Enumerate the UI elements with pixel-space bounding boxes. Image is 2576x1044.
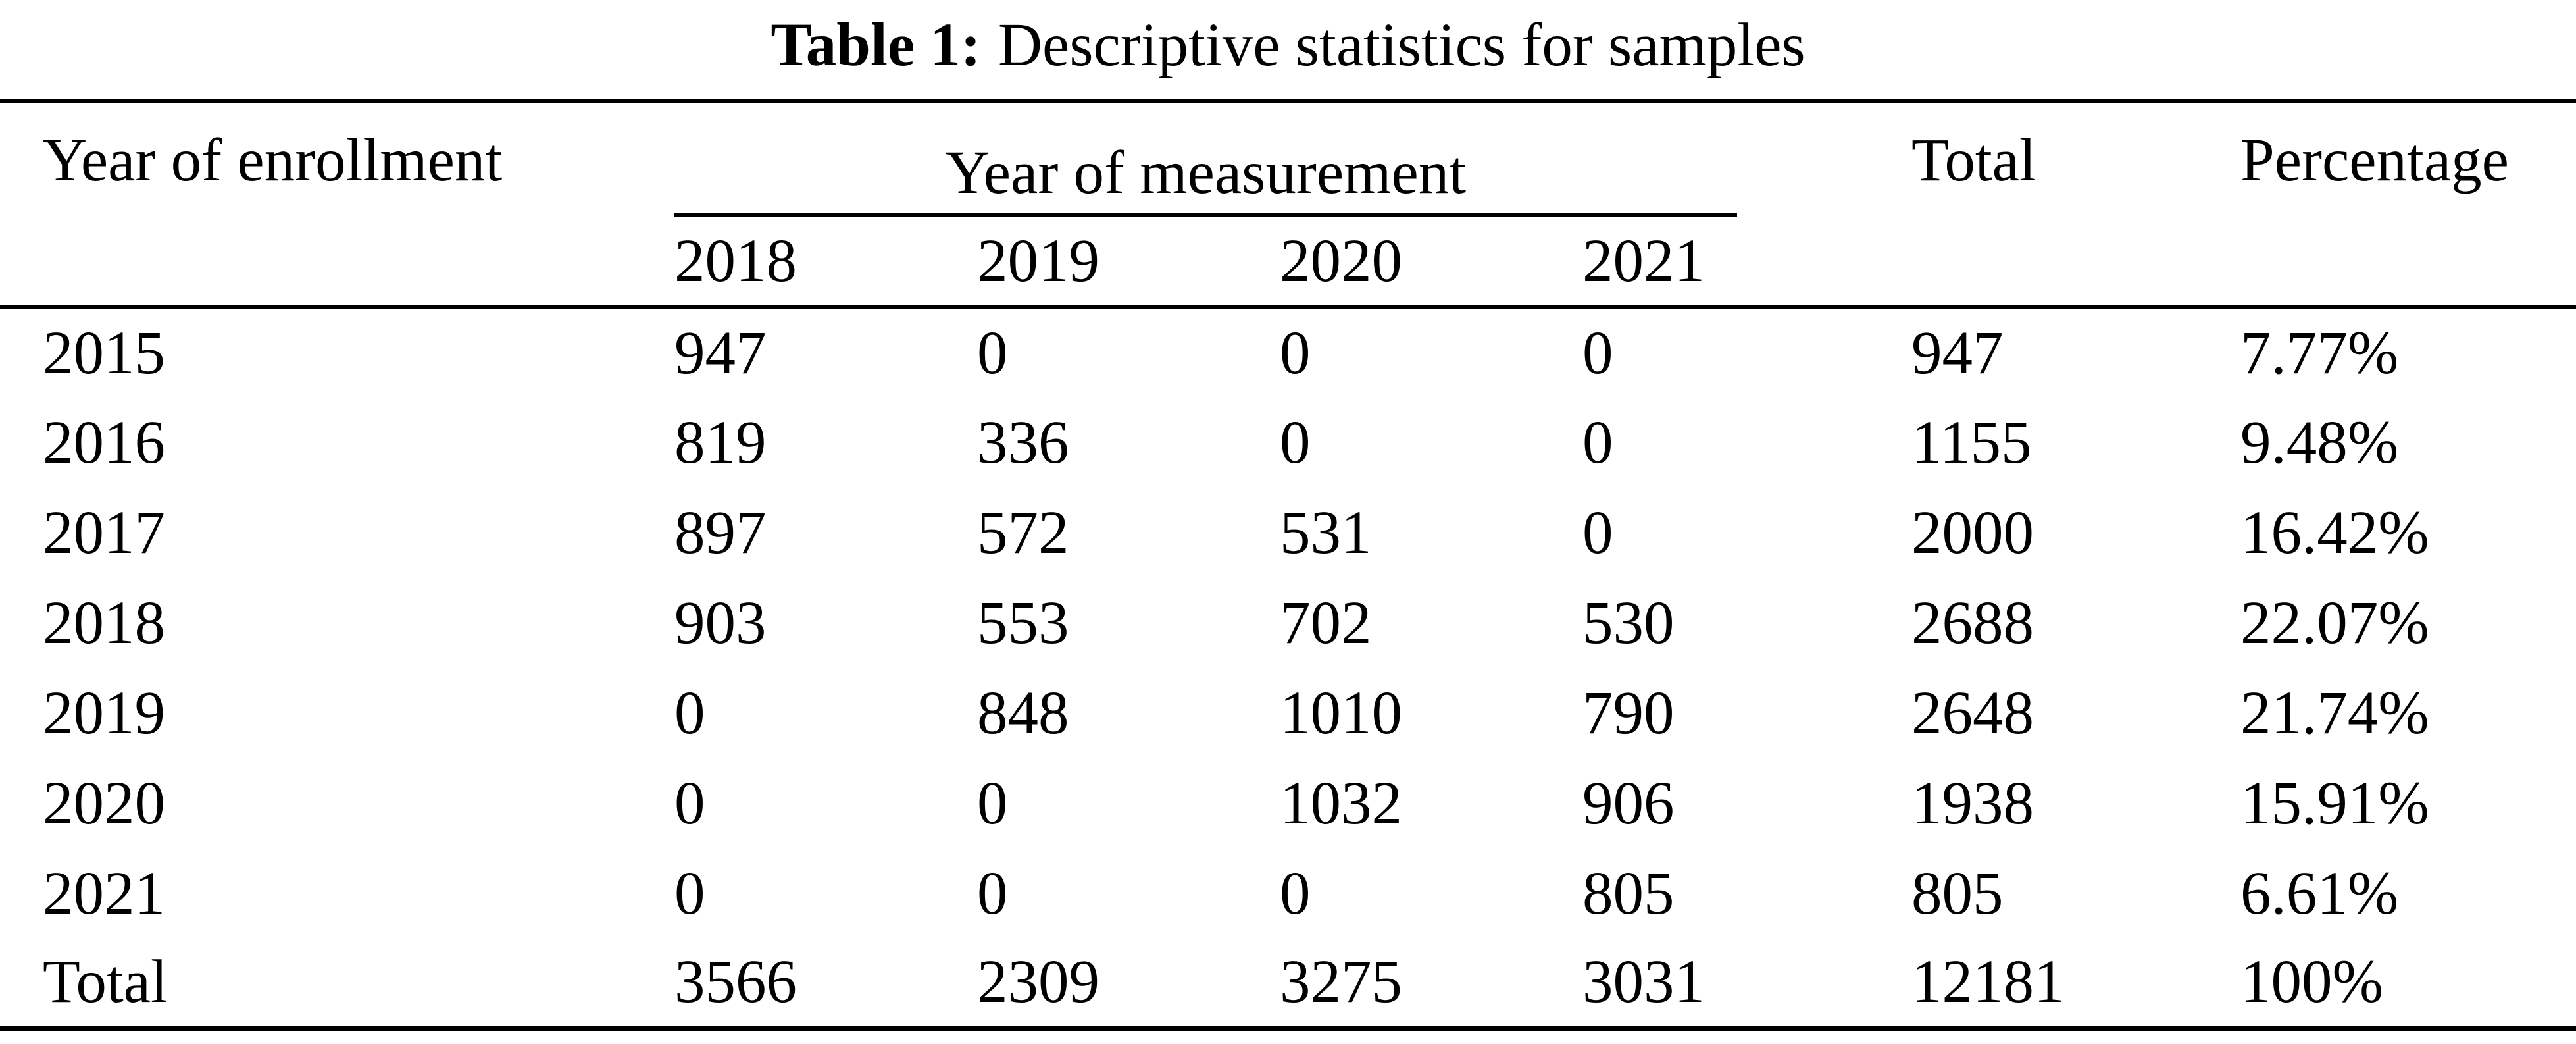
empty-cell (0, 217, 674, 307)
table-row: 2018 903 553 702 530 2688 22.07% (0, 578, 2576, 668)
table-row: 2019 0 848 1010 790 2648 21.74% (0, 668, 2576, 758)
measurement-cell: 0 (1280, 319, 1311, 388)
col-header-year-2018: 2018 (674, 226, 797, 295)
measurement-cell: 805 (1582, 859, 1675, 927)
percentage-cell: 21.74% (2240, 679, 2429, 747)
percentage-cell: 15.91% (2240, 769, 2429, 837)
row-label: 2021 (43, 859, 165, 927)
table-row: 2015 947 0 0 0 947 7.77% (0, 307, 2576, 398)
total-cell: 947 (1911, 319, 2004, 388)
measurement-cell: 0 (977, 769, 1008, 837)
total-cell: 2648 (1911, 679, 2034, 747)
measurement-cell: 3566 (674, 948, 797, 1016)
percentage-cell: 9.48% (2240, 408, 2399, 477)
header-row-1: Year of enrollment Year of measurement T… (0, 101, 2576, 217)
measurement-cell: 572 (977, 498, 1069, 567)
measurement-cell: 3275 (1280, 948, 1402, 1016)
measurement-cell: 0 (977, 319, 1008, 388)
percentage-cell: 22.07% (2240, 588, 2429, 657)
total-cell: 805 (1911, 859, 2004, 927)
measurement-cell: 819 (674, 408, 767, 477)
row-label: Total (43, 948, 168, 1016)
measurement-cell: 0 (1582, 408, 1613, 477)
empty-cell (1911, 217, 2240, 307)
col-header-year-2020: 2020 (1280, 226, 1402, 295)
measurement-cell: 790 (1582, 679, 1675, 747)
table-caption-text: Descriptive statistics for samples (998, 11, 1806, 79)
measurement-cell: 530 (1582, 588, 1675, 657)
table-row: 2021 0 0 0 805 805 6.61% (0, 848, 2576, 939)
measurement-cell: 3031 (1582, 948, 1705, 1016)
col-header-total: Total (1911, 126, 2036, 194)
col-group-header-measurement: Year of measurement (674, 101, 1911, 217)
total-cell: 12181 (1911, 948, 2065, 1016)
table-caption: Table 1: Descriptive statistics for samp… (0, 0, 2576, 99)
measurement-cell: 2309 (977, 948, 1099, 1016)
measurement-cell: 0 (674, 769, 705, 837)
measurement-cell: 702 (1280, 588, 1372, 657)
measurement-cell: 531 (1280, 498, 1372, 567)
measurement-cell: 0 (1280, 859, 1311, 927)
measurement-cell: 947 (674, 319, 767, 388)
table-row-total: Total 3566 2309 3275 3031 12181 100% (0, 939, 2576, 1029)
measurement-cell: 1010 (1280, 679, 1402, 747)
table-row: 2016 819 336 0 0 1155 9.48% (0, 398, 2576, 488)
measurement-cell: 903 (674, 588, 767, 657)
measurement-cell: 0 (1582, 498, 1613, 567)
header-row-2: 2018 2019 2020 2021 (0, 217, 2576, 307)
col-group-header-measurement-label: Year of measurement (674, 142, 1737, 217)
table-caption-number: Table 1: (770, 11, 981, 79)
row-label: 2016 (43, 408, 165, 477)
percentage-cell: 7.77% (2240, 319, 2399, 388)
measurement-cell: 0 (674, 859, 705, 927)
row-label: 2015 (43, 319, 165, 388)
descriptive-statistics-table: Year of enrollment Year of measurement T… (0, 99, 2576, 1031)
measurement-cell: 848 (977, 679, 1069, 747)
col-header-year-2021: 2021 (1582, 226, 1705, 295)
measurement-cell: 0 (977, 859, 1008, 927)
row-label: 2018 (43, 588, 165, 657)
col-header-percentage: Percentage (2240, 126, 2509, 194)
percentage-cell: 16.42% (2240, 498, 2429, 567)
percentage-cell: 100% (2240, 948, 2383, 1016)
measurement-cell: 906 (1582, 769, 1675, 837)
measurement-cell: 0 (1582, 319, 1613, 388)
total-cell: 2688 (1911, 588, 2034, 657)
measurement-cell: 0 (1280, 408, 1311, 477)
row-label: 2019 (43, 679, 165, 747)
row-label: 2017 (43, 498, 165, 567)
measurement-cell: 897 (674, 498, 767, 567)
col-header-enrollment: Year of enrollment (43, 126, 503, 194)
total-cell: 1938 (1911, 769, 2034, 837)
row-label: 2020 (43, 769, 165, 837)
total-cell: 2000 (1911, 498, 2034, 567)
measurement-cell: 0 (674, 679, 705, 747)
percentage-cell: 6.61% (2240, 859, 2399, 927)
measurement-cell: 1032 (1280, 769, 1402, 837)
empty-cell (2240, 217, 2576, 307)
measurement-cell: 553 (977, 588, 1069, 657)
col-header-year-2019: 2019 (977, 226, 1099, 295)
measurement-cell: 336 (977, 408, 1069, 477)
table-row: 2020 0 0 1032 906 1938 15.91% (0, 758, 2576, 848)
total-cell: 1155 (1911, 408, 2032, 477)
table-row: 2017 897 572 531 0 2000 16.42% (0, 488, 2576, 578)
